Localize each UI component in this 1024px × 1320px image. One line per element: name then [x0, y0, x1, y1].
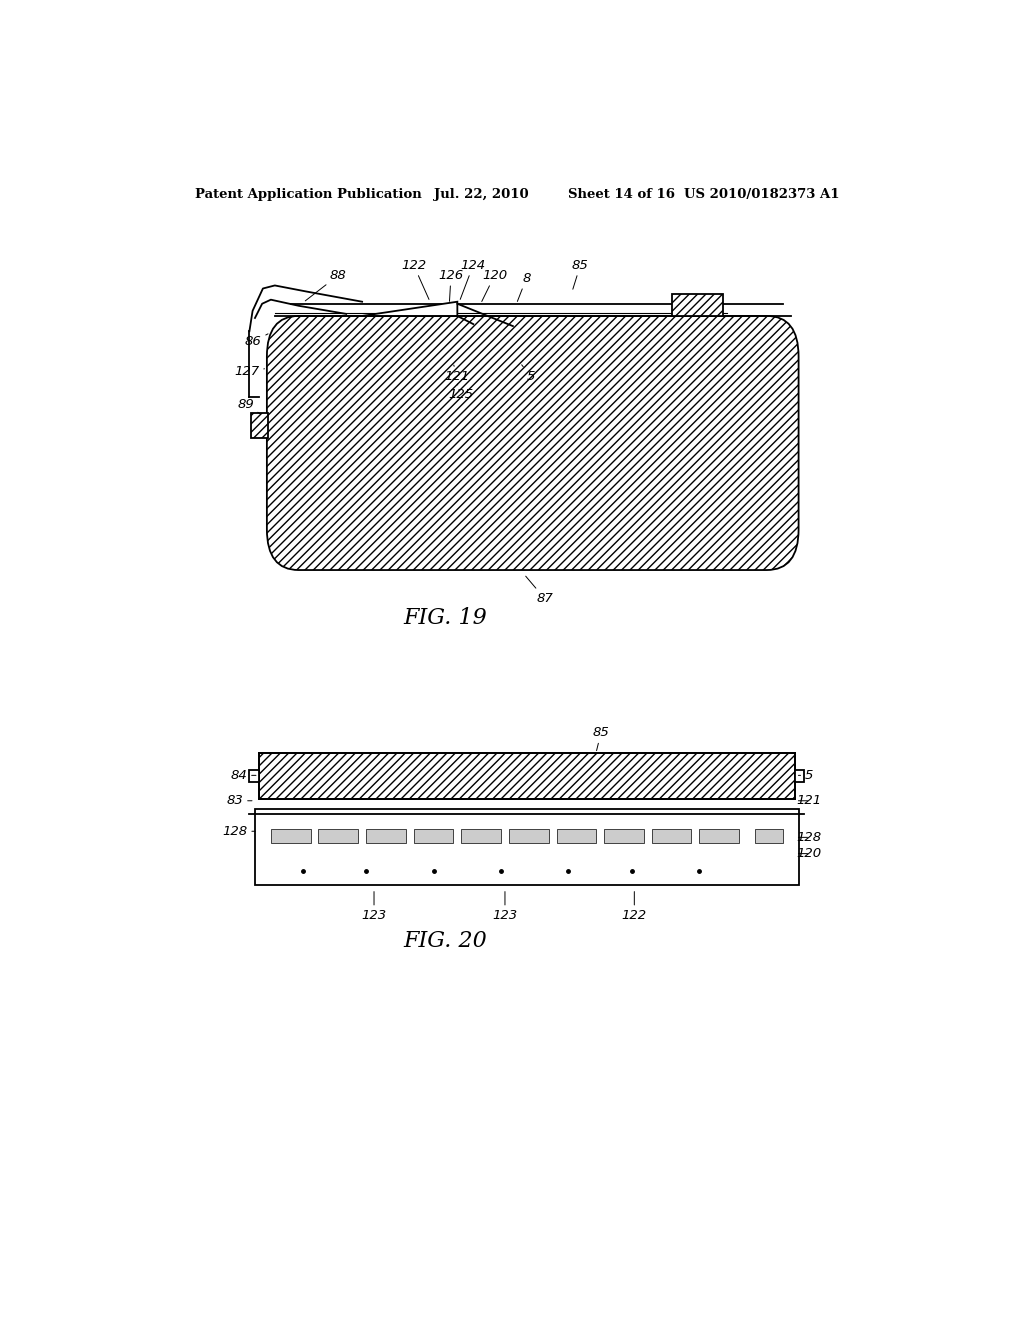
Text: 120: 120 — [481, 269, 507, 301]
Text: 124: 124 — [460, 259, 485, 300]
Text: 83: 83 — [226, 795, 252, 808]
Text: 5: 5 — [799, 768, 813, 781]
Bar — [250, 770, 259, 781]
Bar — [461, 829, 501, 843]
Text: 126: 126 — [438, 269, 464, 301]
Bar — [259, 752, 795, 799]
Bar — [795, 770, 804, 781]
Bar — [367, 829, 406, 843]
Text: 121: 121 — [797, 795, 821, 808]
Bar — [699, 829, 739, 843]
Bar — [557, 829, 596, 843]
Text: 8: 8 — [517, 272, 530, 301]
Text: 125: 125 — [449, 384, 474, 401]
Text: 88: 88 — [305, 269, 347, 301]
Bar — [318, 829, 358, 843]
Text: 123: 123 — [493, 891, 517, 923]
Text: 122: 122 — [401, 259, 429, 300]
Text: Patent Application Publication: Patent Application Publication — [196, 189, 422, 202]
Text: 86: 86 — [245, 334, 268, 348]
FancyBboxPatch shape — [267, 315, 799, 570]
Bar — [414, 829, 454, 843]
Text: 84: 84 — [230, 768, 256, 781]
Text: 123: 123 — [361, 891, 387, 923]
Polygon shape — [362, 302, 458, 315]
Bar — [270, 829, 310, 843]
Text: 128: 128 — [222, 825, 255, 838]
Bar — [255, 809, 799, 886]
Text: Jul. 22, 2010: Jul. 22, 2010 — [433, 189, 528, 202]
Text: 122: 122 — [622, 891, 647, 923]
Text: US 2010/0182373 A1: US 2010/0182373 A1 — [684, 189, 839, 202]
Bar — [251, 413, 268, 438]
Text: 85: 85 — [593, 726, 609, 751]
Text: 127: 127 — [234, 366, 264, 379]
Text: 128: 128 — [797, 830, 821, 843]
Text: Sheet 14 of 16: Sheet 14 of 16 — [568, 189, 676, 202]
Bar — [652, 829, 691, 843]
Text: FIG. 20: FIG. 20 — [403, 931, 487, 952]
Text: FIG. 19: FIG. 19 — [403, 607, 487, 628]
Text: 121: 121 — [444, 366, 470, 383]
Text: 87: 87 — [525, 577, 553, 605]
Bar — [509, 829, 549, 843]
Text: 85: 85 — [572, 259, 589, 289]
Text: 89: 89 — [238, 397, 260, 413]
Bar — [755, 829, 782, 843]
Text: 120: 120 — [797, 847, 821, 861]
Bar — [604, 829, 644, 843]
Text: 5: 5 — [521, 364, 536, 383]
Bar — [672, 293, 723, 315]
